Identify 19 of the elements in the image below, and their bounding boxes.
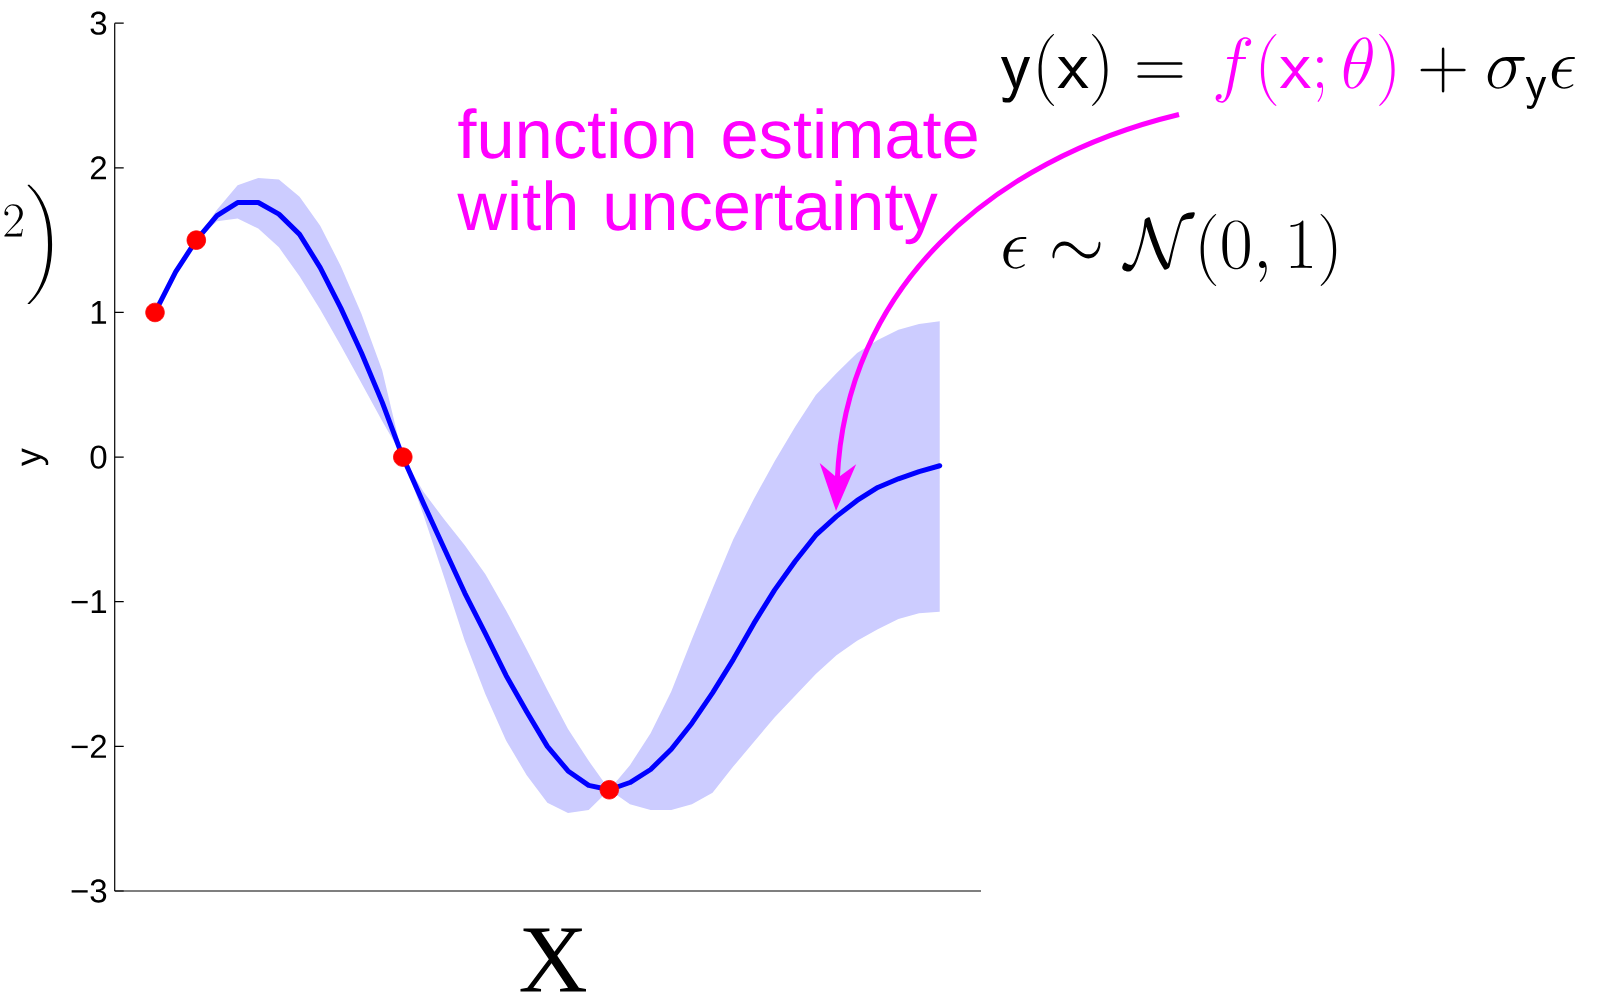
point: [393, 447, 413, 467]
text: ${}+ \sigma_{\mathsf{y}}\epsilon$: [1420, 47, 1575, 110]
text: $f(\mathsf{x};\theta)$: [1215, 34, 1395, 106]
y-axis-title: y: [21, 448, 49, 466]
text: $\mathsf{y}(\mathsf{x}) ={}$: [1000, 34, 1183, 106]
point: [599, 780, 620, 800]
y-tick-label: 2: [90, 156, 106, 180]
annotation: function estimate with uncertainty: [457, 108, 977, 245]
y-tick-label: 3: [90, 11, 107, 35]
point: [145, 302, 165, 323]
y-tick-label: −1: [71, 590, 107, 614]
text: $\epsilon \sim \mathcal{N}(0,1)$: [1003, 212, 1337, 286]
y-tick-label: −3: [71, 879, 107, 903]
y-tick-label: 0: [90, 445, 107, 469]
y-tick-label: −2: [71, 734, 106, 758]
x-axis-title: X: [520, 928, 586, 992]
y-tick-label: 1: [91, 301, 107, 324]
point: [186, 230, 207, 250]
text: ${}^{2}\Big)$: [4, 184, 53, 305]
